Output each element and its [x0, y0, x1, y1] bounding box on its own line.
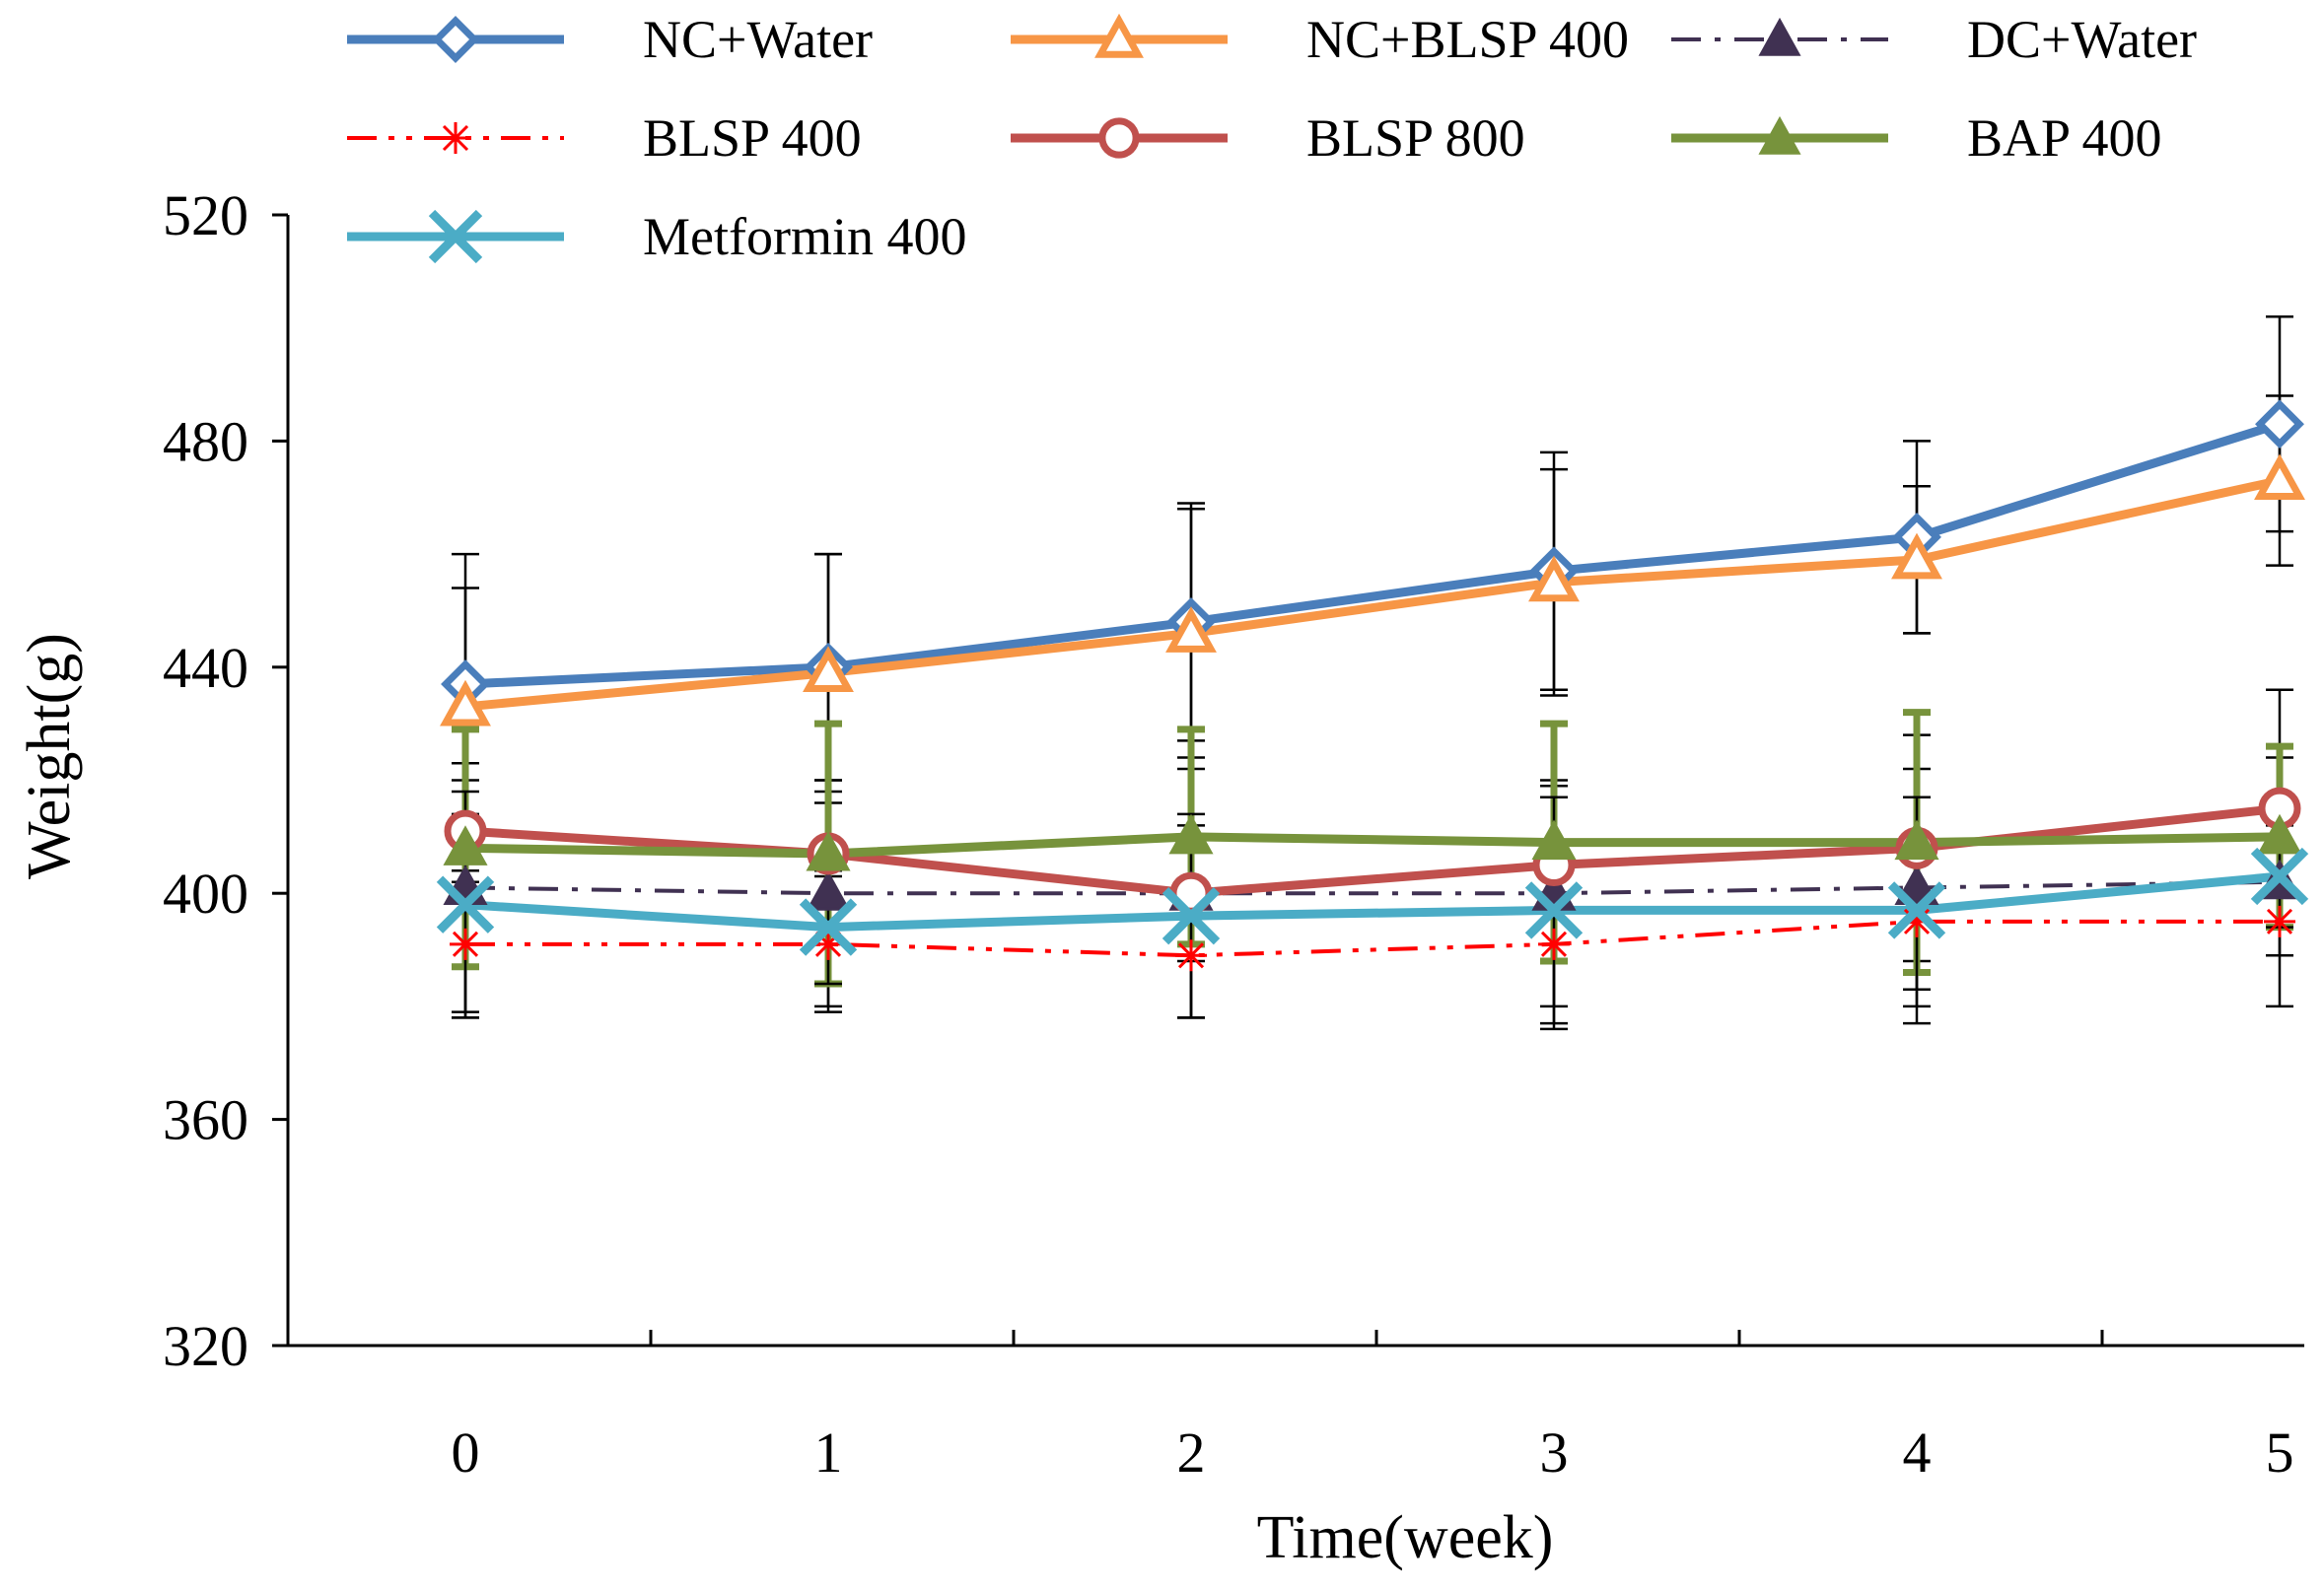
- series-line: [464, 419, 2282, 689]
- data-point: [2250, 847, 2309, 906]
- data-point: [812, 928, 844, 960]
- legend-label: Metformin 400: [643, 207, 966, 266]
- x-tick-label: 2: [1177, 1420, 1206, 1485]
- x-tick-label: 0: [452, 1420, 480, 1485]
- data-point: [440, 679, 491, 727]
- data-point: [806, 870, 851, 911]
- y-tick-label: 480: [163, 409, 248, 473]
- legend-label: BLSP 400: [643, 108, 862, 168]
- data-point: [1891, 532, 1942, 580]
- data-point: [1887, 881, 1946, 939]
- x-axis-title: Time(week): [1257, 1504, 1554, 1571]
- data-point: [450, 928, 481, 960]
- data-point: [1168, 813, 1214, 855]
- axes: 320 360 400 440 480 520 0 1 2 3 4 5: [163, 183, 2304, 1485]
- series-line: [464, 832, 2281, 859]
- data-point: [1162, 886, 1221, 945]
- legend-label: BLSP 800: [1306, 108, 1525, 168]
- data-point: [2255, 399, 2304, 450]
- legend-swatch-marker: [1094, 13, 1144, 58]
- data-point: [799, 898, 858, 956]
- y-tick-label: 360: [163, 1088, 248, 1152]
- x-tick-label: 4: [1903, 1420, 1932, 1485]
- series-line: [464, 879, 2281, 896]
- series-line: [464, 476, 2281, 712]
- data-point: [436, 875, 495, 934]
- data-point: [803, 646, 854, 693]
- series-markers: [436, 399, 2309, 972]
- legend-label: NC+BLSP 400: [1306, 10, 1629, 69]
- legend: NC+Water NC+BLSP 400 DC+Water BLSP 400 BLSP …: [347, 10, 2197, 266]
- legend-swatch-marker: [1098, 117, 1140, 159]
- data-point: [1524, 881, 1584, 939]
- y-tick-label: 400: [163, 862, 248, 926]
- legend-label: DC+Water: [1967, 10, 2197, 69]
- data-point: [1894, 819, 1939, 861]
- legend-swatch-marker: [440, 122, 471, 154]
- data-point: [806, 830, 851, 871]
- legend-label: NC+Water: [643, 10, 873, 69]
- legend-swatch-marker: [1758, 115, 1801, 155]
- data-point: [2254, 453, 2305, 501]
- data-point: [2264, 905, 2295, 937]
- data-point: [443, 825, 488, 865]
- x-tick-label: 5: [2266, 1420, 2294, 1485]
- x-tick-label: 1: [814, 1420, 843, 1485]
- data-point: [1531, 819, 1577, 861]
- x-tick-label: 3: [1540, 1420, 1569, 1485]
- data-point: [2257, 813, 2302, 855]
- data-point: [1901, 905, 1933, 937]
- data-point: [1165, 606, 1217, 653]
- legend-swatch-marker: [432, 16, 479, 63]
- y-axis-title: Weight(g): [16, 633, 83, 879]
- data-point: [1175, 939, 1207, 972]
- data-point: [1528, 555, 1580, 602]
- data-point: [1538, 928, 1570, 960]
- y-tick-label: 320: [163, 1314, 248, 1378]
- legend-label: BAP 400: [1967, 108, 2162, 168]
- series-lines: [464, 419, 2282, 958]
- y-tick-label: 520: [163, 183, 248, 247]
- series-line: [465, 919, 2280, 958]
- legend-swatch-marker: [1758, 17, 1801, 56]
- legend-swatch-marker: [428, 209, 483, 264]
- series-line: [464, 871, 2281, 933]
- y-tick-label: 440: [163, 636, 248, 700]
